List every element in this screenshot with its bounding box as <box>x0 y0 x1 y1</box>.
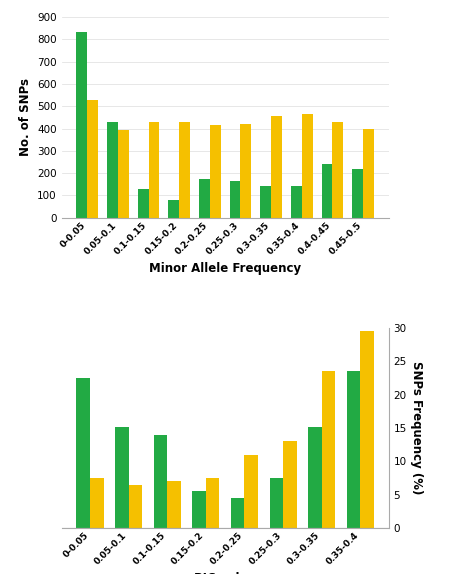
Bar <box>302 114 312 218</box>
Bar <box>352 169 363 218</box>
Y-axis label: SNPs Frequency (%): SNPs Frequency (%) <box>410 361 423 495</box>
Bar <box>308 426 322 528</box>
Bar <box>138 189 148 218</box>
Bar <box>192 491 206 528</box>
Bar <box>363 129 374 218</box>
Bar <box>148 122 159 218</box>
Bar <box>206 478 219 528</box>
Bar <box>154 435 167 528</box>
Y-axis label: No. of SNPs: No. of SNPs <box>18 79 32 156</box>
Bar <box>76 32 87 218</box>
Bar <box>270 478 283 528</box>
X-axis label: PIC value: PIC value <box>194 572 256 574</box>
Bar <box>230 181 240 218</box>
Bar <box>283 441 297 528</box>
Bar <box>118 130 128 218</box>
Bar <box>76 378 90 528</box>
Bar <box>87 99 98 218</box>
Bar <box>240 124 251 218</box>
Bar <box>128 484 142 528</box>
Bar <box>322 164 332 218</box>
Bar <box>260 186 271 218</box>
Bar <box>90 478 103 528</box>
Bar <box>291 187 302 218</box>
Bar <box>199 179 210 218</box>
Bar <box>168 200 179 218</box>
Bar <box>347 371 360 528</box>
Bar <box>332 122 343 218</box>
Bar <box>179 122 190 218</box>
Bar <box>271 117 282 218</box>
Bar <box>107 122 118 218</box>
Bar <box>115 426 128 528</box>
Bar <box>210 125 220 218</box>
Bar <box>245 455 258 528</box>
Bar <box>231 498 245 528</box>
X-axis label: Minor Allele Frequency: Minor Allele Frequency <box>149 262 301 275</box>
Bar <box>167 482 181 528</box>
Bar <box>360 331 374 528</box>
Bar <box>322 371 335 528</box>
